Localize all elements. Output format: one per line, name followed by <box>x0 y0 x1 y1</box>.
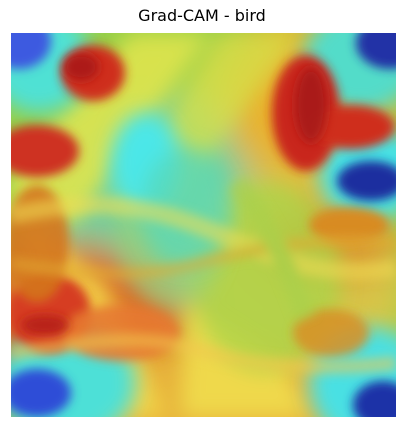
gradcam-heatmap-svg <box>11 33 396 417</box>
gradcam-heatmap-image <box>11 33 396 417</box>
figure-title: Grad-CAM - bird <box>138 6 266 25</box>
heatmap-detail-streaks <box>11 176 396 375</box>
heatmap-corner-lows <box>11 33 396 417</box>
